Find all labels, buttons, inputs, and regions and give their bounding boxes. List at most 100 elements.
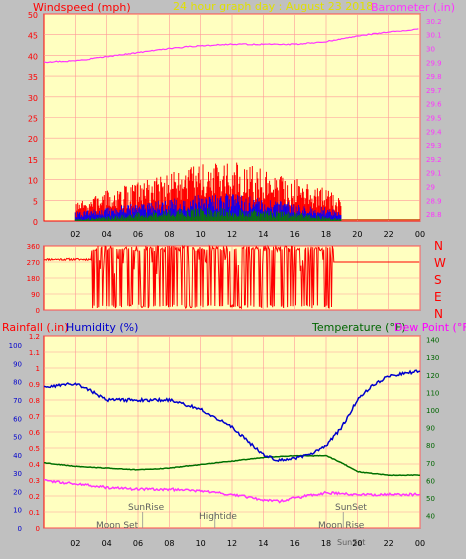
temperature-tick-label: 50 [426, 495, 435, 503]
humidity-tick-label: 20 [13, 488, 22, 496]
bottom-time-tick-label: 14 [258, 539, 268, 548]
time-tick-label: 22 [384, 230, 394, 239]
barometer-tick-label: 29.2 [426, 156, 442, 164]
barometer-tick-label: 28.9 [426, 197, 442, 205]
rain-tick-label: 0.1 [29, 509, 40, 517]
compass-n-top: N [434, 239, 443, 253]
humidity-tick-label: 80 [13, 379, 22, 387]
wind-tick-label: 25 [28, 115, 38, 124]
rainfall-axis-label: Rainfall (.in) [2, 321, 69, 334]
bottom-time-tick-label: 20 [352, 539, 362, 548]
bottom-time-tick-label: 08 [164, 539, 174, 548]
temperature-tick-label: 60 [426, 477, 435, 485]
temperature-tick-label: 140 [426, 337, 439, 345]
bottom-time-tick-label: 16 [290, 539, 300, 548]
rain-tick-label: 0.2 [29, 493, 40, 501]
temperature-line [43, 454, 421, 477]
barometer-axis-label: Barometer (.in) [371, 1, 455, 14]
dewpoint-line [44, 479, 421, 504]
rain-tick-label: 0.4 [29, 461, 41, 469]
barometer-tick-label: 29 [426, 184, 435, 192]
barometer-tick-label: 29.1 [426, 170, 442, 178]
time-tick-label: 04 [102, 230, 112, 239]
compass-n-bottom: N [434, 307, 443, 321]
time-tick-label: 16 [290, 230, 300, 239]
time-tick-label: 06 [133, 230, 143, 239]
temperature-tick-label: 70 [426, 460, 435, 468]
bottom-time-tick-label: 00 [415, 539, 425, 548]
rain-tick-label: 1.1 [29, 349, 40, 357]
humidity-tick-label: 90 [13, 360, 22, 368]
wind-tick-label: 5 [33, 197, 38, 206]
temperature-tick-label: 110 [426, 389, 439, 397]
time-tick-label: 20 [352, 230, 362, 239]
bottom-time-tick-label: 02 [70, 539, 80, 548]
direction-tick-label: 90 [31, 291, 40, 299]
humidity-tick-label: 60 [13, 415, 22, 423]
time-tick-label: 02 [70, 230, 80, 239]
time-tick-label: 10 [196, 230, 206, 239]
sunset-label: SunSet [335, 503, 367, 513]
temperature-tick-label: 100 [426, 407, 439, 415]
wind-tick-label: 50 [28, 11, 38, 20]
compass-s: S [434, 273, 442, 287]
wind-tick-label: 35 [28, 73, 38, 82]
barometer-tick-label: 28.8 [426, 211, 442, 219]
rain-tick-label: 0.6 [29, 429, 41, 437]
rain-tick-label: 1.2 [29, 333, 40, 341]
rain-tick-label: 0.8 [29, 397, 40, 405]
humidity-tick-label: 0 [18, 525, 22, 533]
rain-tick-label: 0 [36, 525, 40, 533]
rain-tick-label: 1 [36, 365, 40, 373]
direction-tick-label: 270 [27, 259, 40, 267]
direction-tick-label: 180 [27, 275, 40, 283]
temperature-tick-label: 120 [426, 372, 439, 380]
compass-w: W [434, 256, 446, 270]
bottom-time-tick-label: 06 [133, 539, 143, 548]
barometer-tick-label: 30.1 [426, 32, 442, 40]
rain-tick-label: 0.7 [29, 413, 40, 421]
rain-tick-label: 0.9 [29, 381, 40, 389]
bottom-time-tick-label: 10 [196, 539, 206, 548]
time-tick-label: 14 [258, 230, 268, 239]
wind-tick-label: 45 [28, 32, 38, 41]
sunset-bottom-label: SunSet [337, 538, 365, 547]
barometer-tick-label: 30 [426, 46, 435, 54]
barometer-tick-label: 29.3 [426, 142, 442, 150]
bottom-time-tick-label: 22 [384, 539, 394, 548]
hightide-label: Hightide [199, 512, 237, 522]
wind-tick-label: 20 [28, 135, 38, 144]
wind-tick-label: 10 [28, 177, 38, 186]
time-tick-label: 12 [227, 230, 237, 239]
windspeed-axis-label: Windspeed (mph) [33, 1, 131, 14]
wind-tick-label: 30 [28, 94, 38, 103]
wind-tick-label: 0 [33, 218, 38, 227]
barometer-tick-label: 29.4 [426, 128, 442, 136]
bottom-time-tick-label: 12 [227, 539, 237, 548]
humidity-line [43, 369, 421, 463]
rain-tick-label: 0.3 [29, 477, 40, 485]
wind-tick-label: 15 [28, 156, 38, 165]
humidity-tick-label: 30 [13, 470, 22, 478]
barometer-tick-label: 29.7 [426, 87, 442, 95]
sunrise-label: SunRise [128, 503, 165, 513]
barometer-tick-label: 30.2 [426, 18, 442, 26]
barometer-tick-label: 29.5 [426, 115, 442, 123]
wind-direction-line [43, 244, 420, 310]
direction-tick-label: 0 [36, 307, 40, 315]
time-tick-label: 08 [164, 230, 174, 239]
humidity-tick-label: 70 [13, 397, 22, 405]
rain-tick-label: 0.5 [29, 445, 40, 453]
compass-e: E [434, 290, 442, 304]
temperature-axis-label: Temperature (°F) [311, 321, 406, 334]
bottom-time-tick-label: 04 [102, 539, 112, 548]
time-tick-label: 18 [321, 230, 331, 239]
humidity-tick-label: 10 [13, 507, 22, 515]
temperature-tick-label: 40 [426, 513, 435, 521]
temperature-tick-label: 80 [426, 442, 435, 450]
temperature-tick-label: 130 [426, 354, 439, 362]
direction-tick-label: 360 [27, 243, 40, 251]
moon-rise-label: Moon Rise [318, 521, 365, 531]
